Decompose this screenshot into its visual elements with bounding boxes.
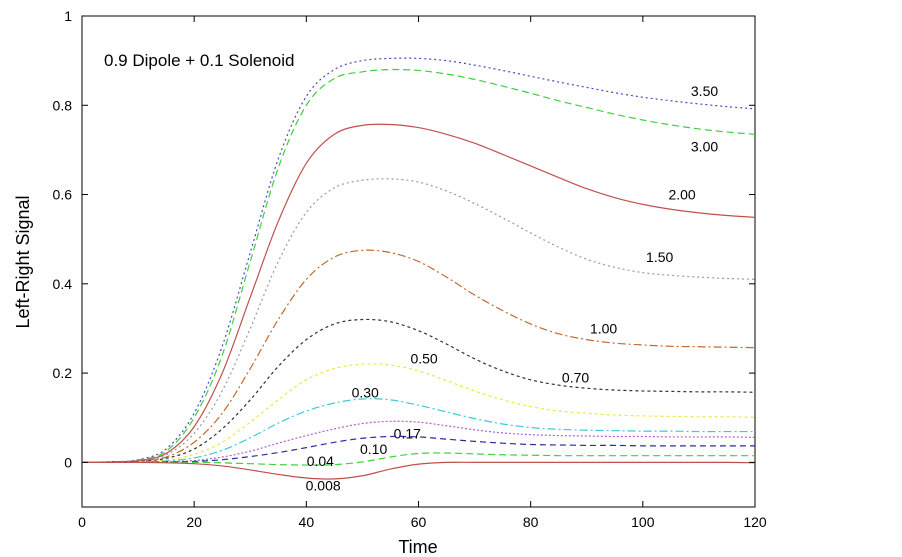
- series-line-2.00: [81, 123, 756, 463]
- curve-label-0.17: 0.17: [394, 425, 421, 441]
- x-tick-label: 80: [523, 514, 539, 530]
- curve-label-1.50: 1.50: [646, 249, 673, 265]
- curve-label-0.10: 0.10: [360, 441, 387, 457]
- y-tick-label: 1: [64, 8, 72, 24]
- series-line-1.50: [81, 178, 756, 463]
- curve-label-1.00: 1.00: [590, 320, 617, 336]
- series-line-3.00: [81, 68, 756, 463]
- curve-label-2.00: 2.00: [668, 187, 695, 203]
- curve-label-3.50: 3.50: [691, 83, 718, 99]
- series-line-0.17: [82, 420, 756, 463]
- series-line-1.00: [81, 249, 756, 463]
- y-axis-label: Left-Right Signal: [13, 195, 33, 328]
- series-group: 3.50 3.00 2.00 1.50 1.00 0.70 0.50 0.30 0.17 0.10…: [81, 57, 756, 494]
- curve-label-0.04: 0.04: [307, 453, 334, 469]
- series-line-0.008: [82, 461, 756, 480]
- series-line-0.10: [82, 435, 755, 463]
- ticks-group: 0 20 40 60 80 100 120 0 0.2 0.4 0.6 0.8 1: [53, 8, 767, 530]
- curve-label-0.008: 0.008: [306, 478, 341, 494]
- x-tick-label: 20: [186, 514, 202, 530]
- series-line-0.50: [81, 363, 756, 463]
- x-tick-label: 40: [299, 514, 315, 530]
- x-axis-label: Time: [398, 537, 437, 557]
- curve-label-0.70: 0.70: [562, 370, 589, 386]
- y-tick-label: 0.2: [53, 365, 73, 381]
- curve-label-3.00: 3.00: [691, 138, 718, 154]
- y-tick-label: 0.8: [53, 97, 73, 113]
- y-tick-label: 0: [64, 454, 72, 470]
- curve-label-0.30: 0.30: [352, 384, 379, 400]
- x-tick-label: 0: [78, 514, 86, 530]
- x-tick-label: 60: [411, 514, 427, 530]
- series-line-0.70: [81, 318, 756, 463]
- y-tick-label: 0.6: [53, 187, 73, 203]
- curve-label-0.50: 0.50: [410, 350, 437, 366]
- x-tick-label: 100: [631, 514, 655, 530]
- chart-title: 0.9 Dipole + 0.1 Solenoid: [104, 51, 294, 70]
- y-tick-label: 0.4: [53, 276, 73, 292]
- x-tick-label: 120: [743, 514, 767, 530]
- series-line-0.30: [81, 398, 755, 463]
- series-line-3.50: [81, 57, 756, 463]
- series-line-0.04: [82, 452, 755, 466]
